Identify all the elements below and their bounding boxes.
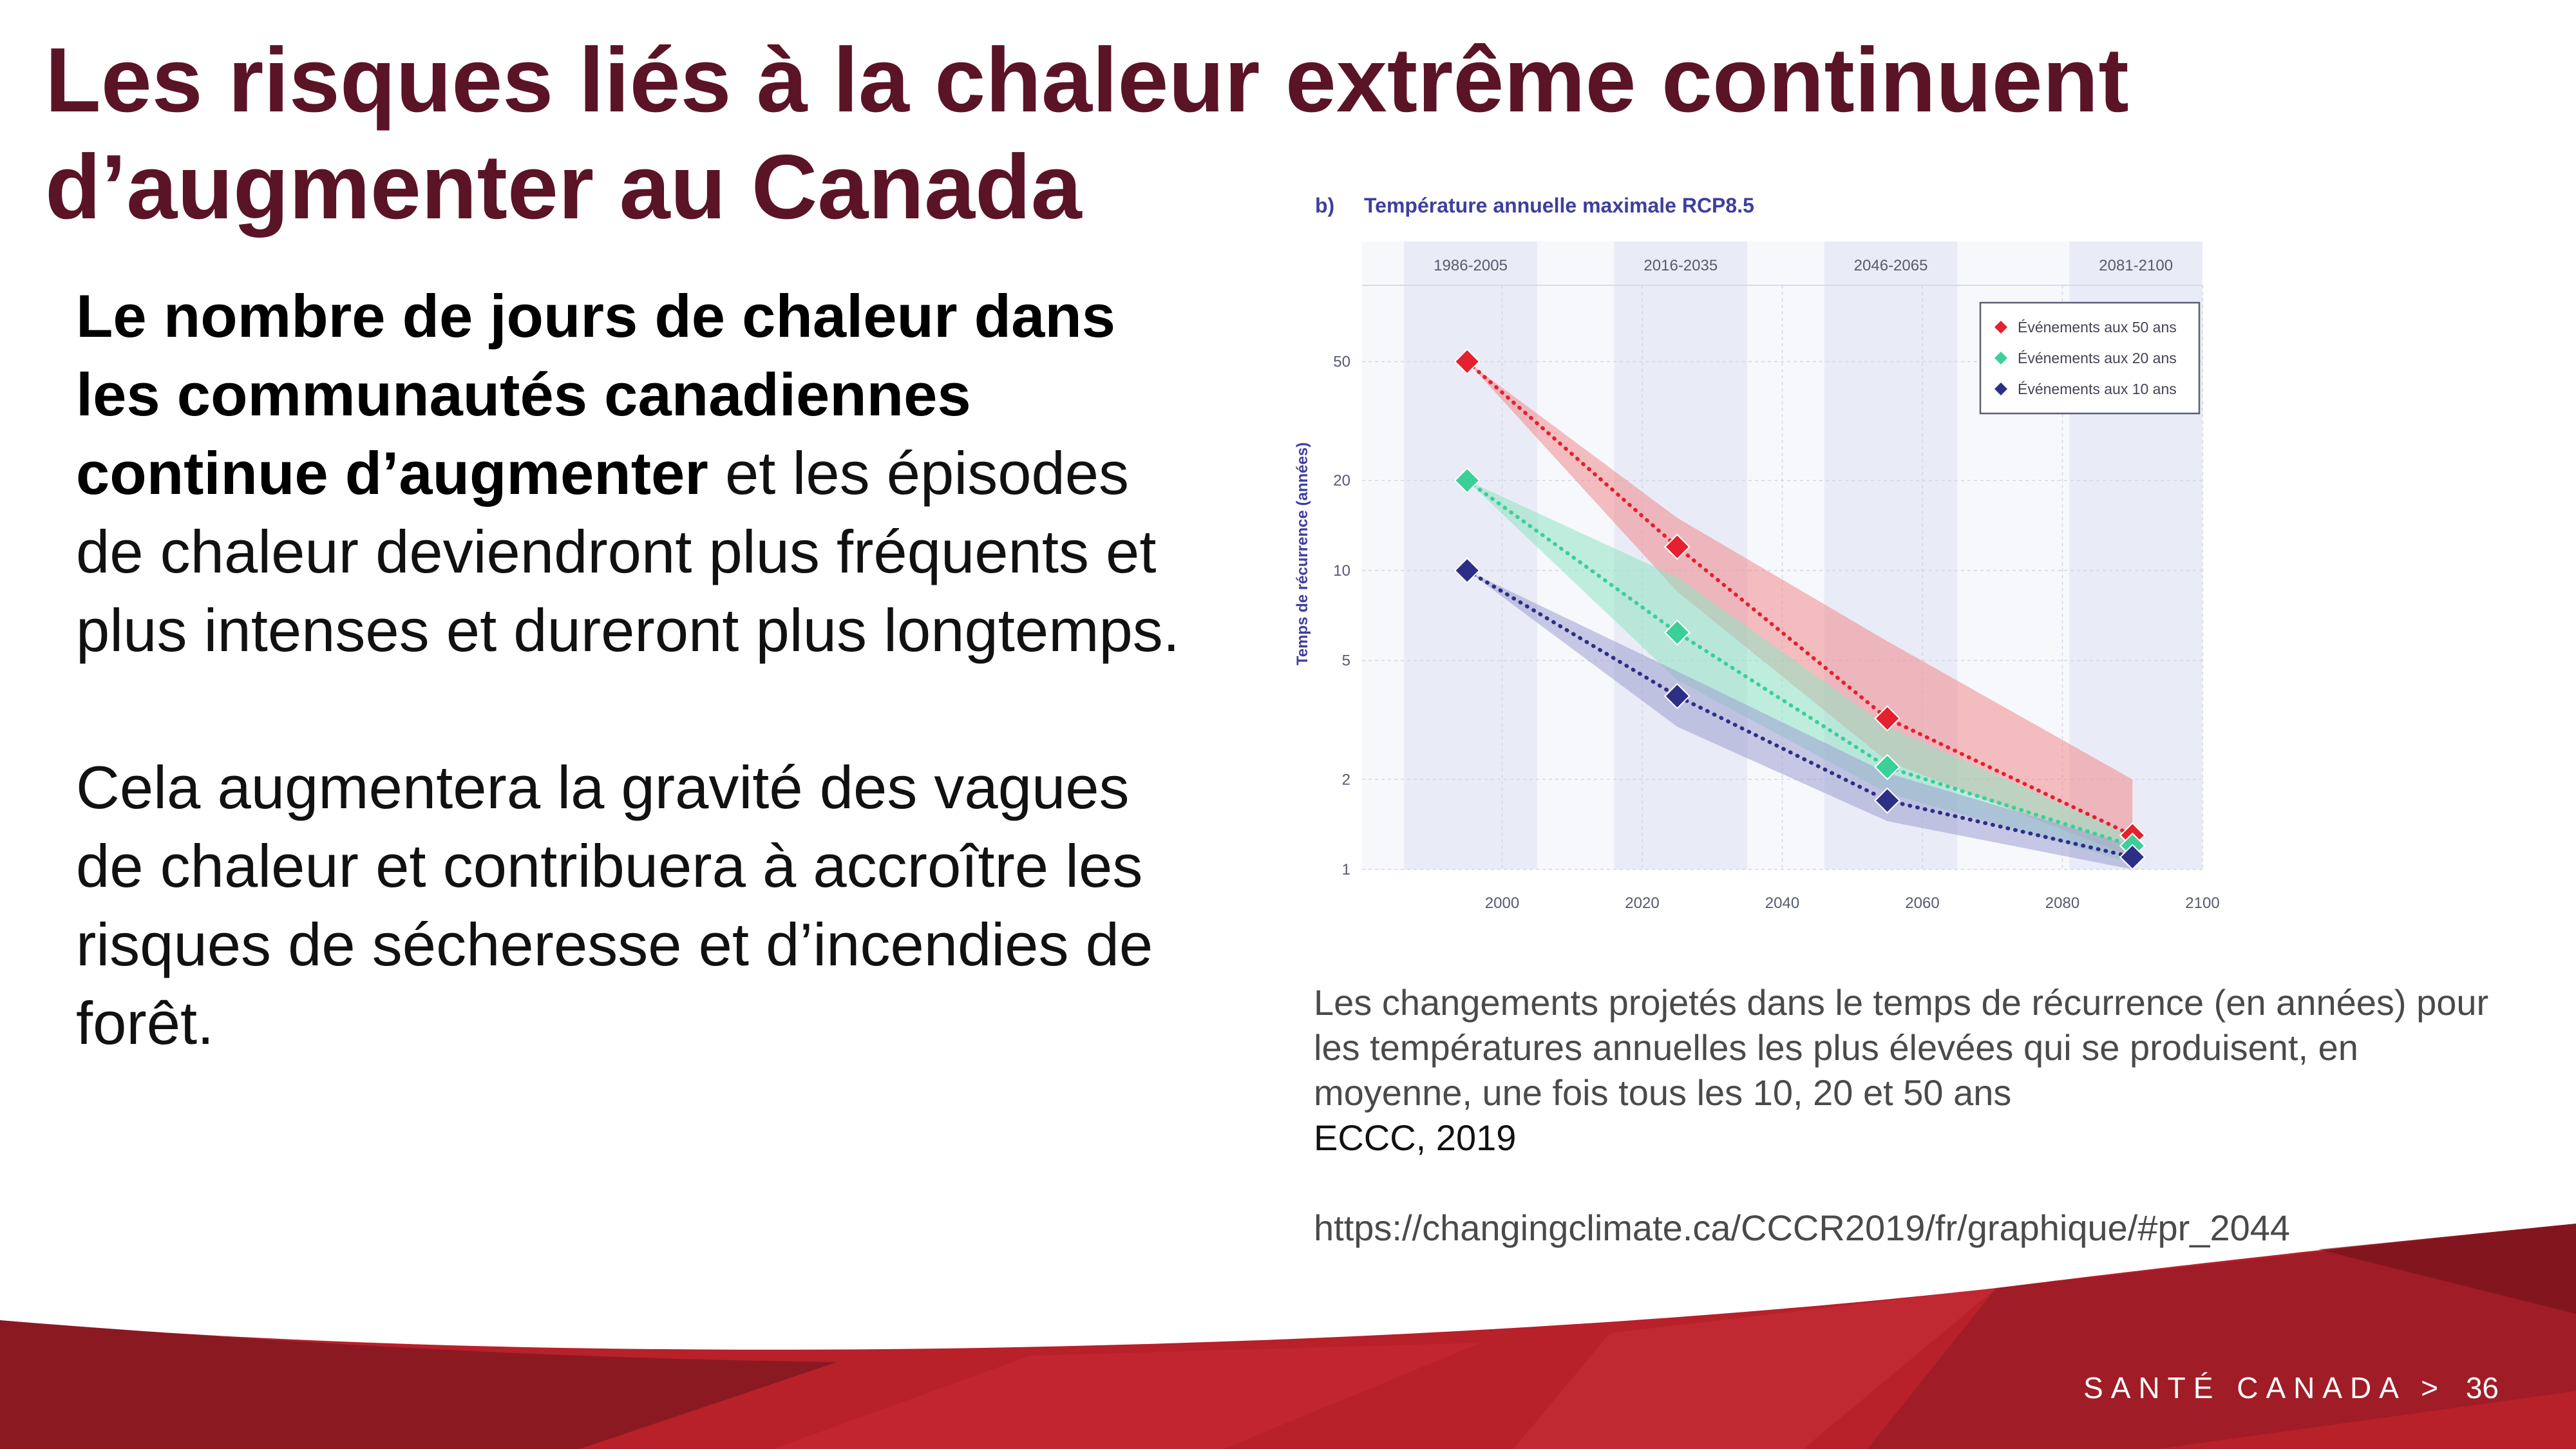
body-paragraph-2: Cela augmentera la gravité des vagues de… [76,753,1153,1057]
legend-box [1979,301,2201,415]
series-line-1 [1465,359,2135,838]
x-tick-label-2020: 2020 [1625,895,1659,912]
caption-source: ECCC, 2019 [1314,1117,1517,1158]
series-band-1 [1467,361,2133,857]
recurrence-chart: b) Température annuelle maximale RCP8.5 … [1282,180,2248,940]
series-2-point-3 [1874,753,1901,781]
x-tick-label-2060: 2060 [1905,895,1939,912]
x-tick-label-2100: 2100 [2185,895,2219,912]
y-tick-label-20: 20 [1333,472,1350,489]
y-tick-label-50: 50 [1333,353,1350,370]
series-band-2 [1467,480,2133,864]
series-1-point-3 [1874,705,1901,732]
legend-label-2: Événements aux 20 ans [2018,350,2177,366]
series-3-point-2 [1663,683,1690,710]
x-tick-label-2040: 2040 [1765,895,1799,912]
footer-label: SANTÉ CANADA > 36 [2083,1370,2499,1405]
period-label-2: 2016-2035 [1643,257,1718,274]
body-bold-lead: Le nombre de jours de chaleur dans les c… [76,282,1116,507]
caption-text: Les changements projetés dans le temps d… [1314,982,2489,1113]
figure-caption: Les changements projetés dans le temps d… [1314,980,2524,1251]
series-3-point-1 [1454,557,1481,584]
chart-y-axis-label: Temps de récurrence (années) [1294,442,1311,665]
y-tick-label-10: 10 [1333,562,1350,580]
chart-plot-area: 1986-2005 2016-2035 2046-2065 2081-2100 1 2 5 1… [1333,242,2220,912]
period-label-4: 2081-2100 [2099,257,2173,274]
slide-title: Les risques liés à la chaleur extrême co… [45,29,2129,238]
legend-label-1: Événements aux 50 ans [2018,319,2177,336]
legend-label-3: Événements aux 10 ans [2018,381,2177,397]
series-line-3 [1465,568,2135,859]
period-label-3: 2046-2065 [1854,257,1928,274]
body-text: Le nombre de jours de chaleur dans les c… [76,277,1209,1063]
series-3-point-4 [2119,844,2146,871]
x-tick-label-2080: 2080 [2045,895,2079,912]
legend-marker-3 [1994,383,2007,395]
series-3-point-3 [1874,787,1901,814]
series-1-point-2 [1663,533,1690,560]
series-line-2 [1465,478,2135,848]
series-2-point-2 [1663,619,1690,646]
series-1-point-1 [1454,348,1481,375]
footer-arrow[interactable]: > [2421,1371,2447,1405]
body-paragraph-1: Le nombre de jours de chaleur dans les c… [76,277,1209,670]
series-band-3 [1467,570,2133,869]
legend-marker-1 [1994,321,2007,334]
footer-band [0,1224,2576,1449]
series-2-point-1 [1454,467,1481,494]
period-band-1 [1404,242,1537,869]
y-tick-label-1: 1 [1342,861,1350,878]
chart-panel-label: b) [1315,194,1334,217]
y-tick-label-5: 5 [1342,652,1350,670]
body-rest: et les épisodes de chaleur deviendront p… [76,439,1180,664]
legend-marker-2 [1994,352,2007,365]
page-number: 36 [2465,1371,2499,1405]
period-label-1: 1986-2005 [1434,257,1508,274]
y-tick-label-2: 2 [1342,771,1350,788]
x-tick-label-2000: 2000 [1485,895,1519,912]
chart-title: Température annuelle maximale RCP8.5 [1364,194,1754,217]
caption-url[interactable]: https://changingclimate.ca/CCCR2019/fr/g… [1314,1208,2291,1248]
chart-svg: b) Température annuelle maximale RCP8.5 … [1294,194,2220,912]
footer-brand: SANTÉ CANADA [2083,1371,2405,1405]
